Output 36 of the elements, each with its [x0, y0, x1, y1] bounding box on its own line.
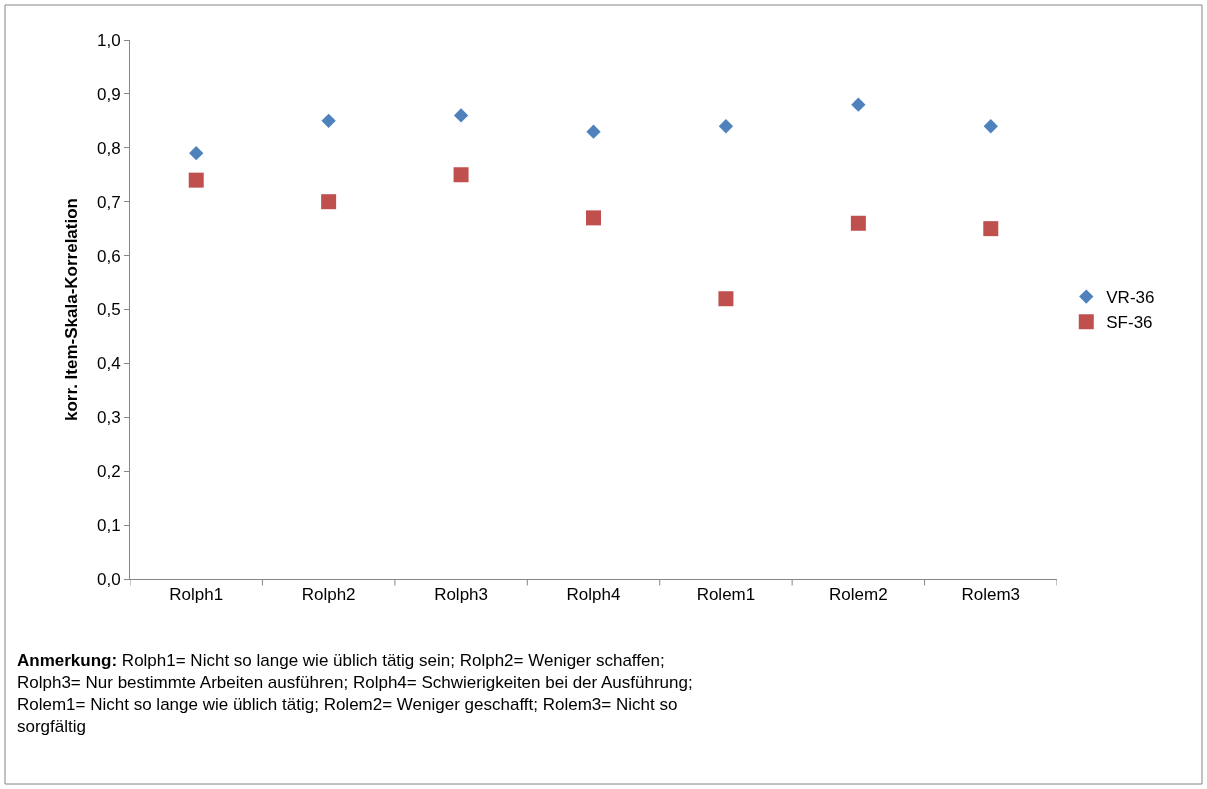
y-tick-label: 0,0 [96, 569, 121, 589]
y-tick-label: 0,2 [96, 462, 121, 482]
x-tick-label: Rolph3 [434, 585, 489, 605]
x-tick-label: Rolph2 [301, 585, 356, 605]
y-tick-label: 0,4 [96, 354, 121, 374]
x-tick-label: Rolph1 [169, 585, 224, 605]
point [586, 210, 601, 226]
text: Anmerkung: Rolph1= Nicht so lange wie üblich tätig sein; Rolph2= Weniger schaffen; Rolph3= Nur bestimmte Arbeiten ausführen; Rolph4= Schwierigkeiten bei der Ausführung; Rolem1= Nicht so lange wie üblich tätig; Rolem2= Weniger geschafft; Rolem3= Nicht so sorgfältig [17, 651, 693, 737]
point [188, 172, 204, 188]
legend-label: SF-36 [1106, 313, 1153, 333]
point [718, 291, 734, 307]
y-tick-label: 1,0 [96, 30, 121, 50]
point [983, 119, 998, 134]
y-tick-label: 0,9 [96, 84, 121, 104]
y-tick-label: 0,8 [96, 138, 121, 158]
point [453, 108, 469, 123]
point [321, 194, 337, 210]
y-tick-label: 0,6 [96, 246, 121, 266]
point [189, 146, 204, 161]
legend-label: VR-36 [1106, 288, 1155, 308]
point [718, 119, 734, 134]
point [453, 167, 469, 183]
x-tick-label: Rolph4 [566, 585, 621, 605]
point [851, 97, 866, 112]
y-axis-title: korr. Item-Skala-Korrelation [61, 198, 81, 421]
point [983, 221, 999, 237]
y-tick-label: 0,3 [96, 408, 121, 428]
y-tick-label: 0,7 [96, 192, 121, 212]
y-tick-label: 0,1 [96, 516, 121, 536]
y-tick-label: 0,5 [96, 300, 121, 320]
point [321, 113, 336, 128]
x-tick-label: Rolem1 [696, 585, 756, 605]
point [850, 215, 866, 231]
point [586, 124, 601, 139]
x-tick-label: Rolem3 [961, 585, 1021, 605]
x-tick-label: Rolem2 [829, 585, 888, 605]
